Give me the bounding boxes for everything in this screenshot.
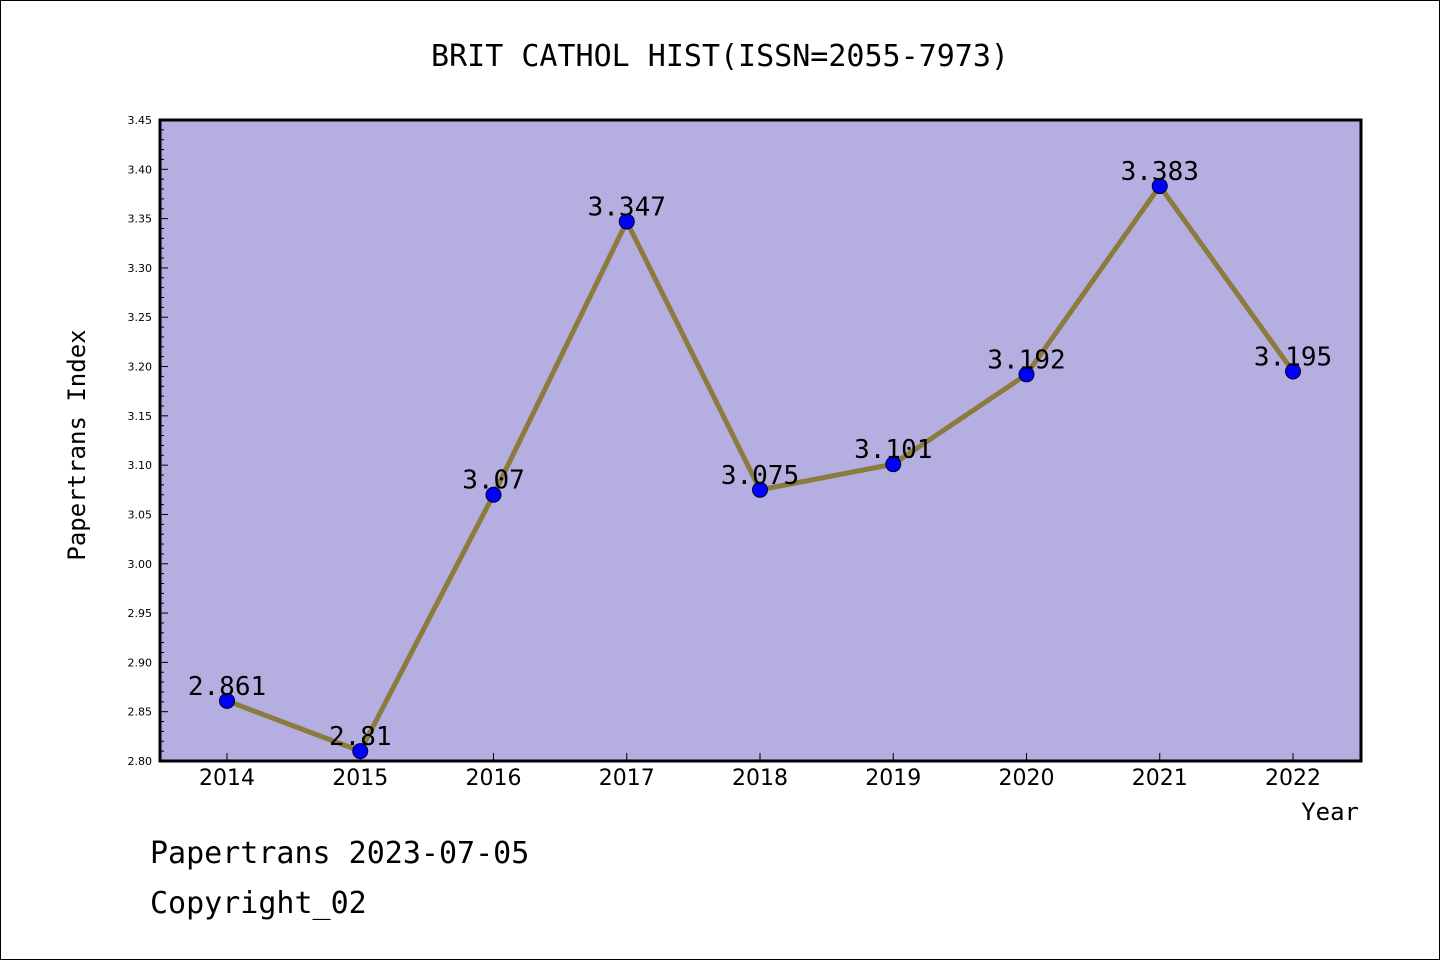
x-tick-label: 2017 — [599, 766, 655, 791]
y-tick-label: 2.95 — [128, 607, 153, 620]
data-point — [618, 213, 635, 230]
data-label: 2.81 — [329, 722, 392, 752]
data-point — [1018, 366, 1035, 383]
x-tick-label: 2022 — [1265, 766, 1321, 791]
x-tick-label: 2016 — [466, 766, 522, 791]
x-tick-label: 2020 — [999, 766, 1055, 791]
y-tick-label: 3.00 — [128, 558, 153, 571]
y-tick-label: 3.25 — [128, 311, 153, 324]
y-tick-label: 3.05 — [128, 508, 153, 521]
plot-area — [158, 118, 1363, 763]
x-axis-ticks: 2014 2015 2016 2017 2018 2019 2020 2021 2022 — [199, 753, 1321, 791]
y-axis-label: Papertrans Index — [63, 329, 91, 560]
data-label: 3.347 — [588, 193, 666, 223]
data-point — [219, 692, 235, 709]
x-tick-label: 2015 — [332, 766, 388, 791]
data-point — [1151, 178, 1168, 195]
data-point — [352, 743, 369, 760]
y-tick-label: 3.35 — [128, 213, 153, 226]
x-tick-label: 2021 — [1132, 766, 1188, 791]
footer-date: Papertrans 2023-07-05 — [150, 836, 530, 871]
data-label: 2.861 — [188, 672, 266, 702]
y-tick-label: 2.90 — [128, 656, 153, 669]
data-point — [485, 486, 502, 503]
data-label: 3.192 — [987, 345, 1065, 375]
data-label: 3.383 — [1121, 157, 1199, 187]
x-tick-label: 2014 — [199, 766, 255, 791]
y-tick-label: 3.10 — [128, 459, 153, 472]
y-tick-label: 3.15 — [128, 410, 153, 423]
data-label: 3.075 — [721, 461, 799, 491]
y-tick-label: 2.80 — [128, 755, 153, 768]
y-tick-label: 3.20 — [128, 361, 153, 374]
x-axis-label: Year — [1301, 798, 1359, 826]
data-labels: 2.861 2.81 3.07 3.347 3.075 3.101 3.192 3.383 3.… — [188, 157, 1332, 752]
y-tick-label: 3.40 — [128, 163, 153, 176]
data-point — [752, 481, 768, 498]
y-tick-label: 3.30 — [128, 262, 153, 275]
data-label: 3.195 — [1254, 342, 1332, 372]
y-tick-label: 2.85 — [128, 706, 153, 719]
y-axis-ticks: 2.80 2.85 2.90 2.95 3.00 3.05 3.10 3.15 3.20 3.25… — [128, 114, 168, 768]
x-tick-label: 2019 — [865, 766, 921, 791]
data-points — [219, 178, 1301, 760]
y-tick-label: 3.45 — [128, 114, 153, 127]
x-tick-label: 2018 — [732, 766, 788, 791]
footer-copyright: Copyright_02 — [150, 886, 367, 921]
data-label: 3.07 — [462, 466, 525, 496]
chart-title: BRIT CATHOL HIST(ISSN=2055-7973) — [431, 39, 1009, 74]
data-label: 3.101 — [854, 435, 932, 465]
data-point — [885, 456, 902, 473]
data-point — [1285, 363, 1301, 380]
